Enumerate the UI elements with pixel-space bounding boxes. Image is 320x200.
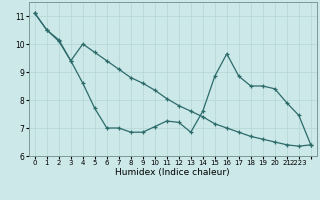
X-axis label: Humidex (Indice chaleur): Humidex (Indice chaleur) xyxy=(116,168,230,177)
